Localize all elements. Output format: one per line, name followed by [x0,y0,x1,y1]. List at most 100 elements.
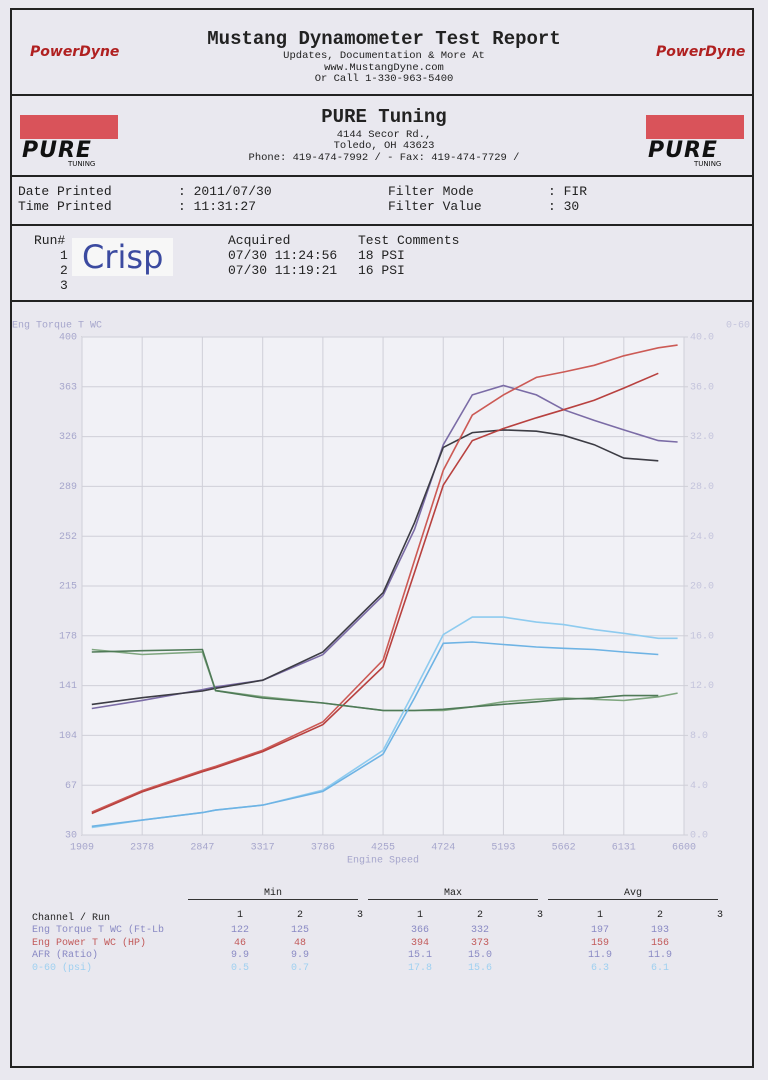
group-header: Min [263,888,282,899]
divider [10,175,754,177]
page-frame [10,8,754,1068]
channel-label: Eng Power T WC (HP) [32,937,147,949]
logo-block [20,115,118,139]
logo-sub: TUNING [68,160,96,168]
y2-tick-label: 0.0 [690,831,708,842]
channel-label: Eng Torque T WC (Ft-Lb [32,925,165,936]
run-header: Run# [34,233,66,248]
group-rule [548,899,718,900]
shop-line: Toledo, OH 43623 [333,140,435,152]
run-acquired: 07/30 11:24:56 [228,248,338,263]
run-number: 1 [236,910,243,921]
summary-value: 11.9 [587,950,612,961]
y2-tick-label: 28.0 [690,482,714,493]
run-number: 2 [60,263,68,278]
summary-value: 48 [293,937,306,949]
summary-value: 122 [230,925,249,936]
x-tick-label: 5662 [552,843,576,854]
y2-tick-label: 40.0 [690,333,714,344]
group-header: Max [443,888,462,899]
y2-tick-label: 4.0 [690,781,708,792]
logo: PURE [648,138,718,163]
group-rule [188,899,358,900]
summary-value: 15.1 [407,950,432,961]
series-line [91,384,678,710]
info-value: : 30 [548,199,580,214]
info-value: : 11:31:27 [178,199,257,214]
x-tick-label: 3317 [251,843,275,854]
group-rule [368,899,538,900]
run-number: 3 [356,910,363,921]
channel-label: 0-60 (psi) [32,962,93,974]
header-line: www.MustangDyne.com [324,62,444,74]
summary-value: 9.9 [290,950,309,961]
y-tick-label: 252 [59,532,77,543]
y-tick-label: 30 [65,831,77,842]
divider [10,300,754,302]
summary-value: 156 [650,937,669,949]
group-header: Avg [623,888,642,899]
summary-value: 46 [233,937,246,949]
summary-value: 197 [590,925,609,936]
info-label: Filter Value [388,199,482,214]
y-tick-label: 67 [65,781,77,792]
x-tick-label: 4724 [431,843,455,854]
summary-value: 15.0 [467,950,492,961]
channel-header: Channel / Run [32,913,111,924]
summary-value: 9.9 [230,950,249,961]
x-tick-label: 1909 [70,843,94,854]
y-tick-label: 104 [59,731,77,742]
logo: PowerDyne [30,44,120,60]
summary-value: 193 [650,925,669,936]
y-tick-label: 141 [59,681,77,692]
summary-value: 17.8 [407,962,432,974]
y-tick-label: 326 [59,432,77,443]
y-tick-label: 178 [59,631,77,642]
shop-line: 4144 Secor Rd., [336,129,432,141]
info-value: : FIR [548,184,588,199]
x-tick-label: 5193 [491,843,515,854]
series-line [91,344,678,813]
run-number: 3 [60,278,68,293]
series-line [91,372,659,815]
logo-sub: TUNING [694,160,722,168]
run-comment: 16 PSI [358,263,405,278]
y-tick-label: 363 [59,382,77,393]
summary-value: 11.9 [647,950,672,961]
shop-name: PURE Tuning [321,106,447,128]
x-tick-label: 6131 [612,843,636,854]
series-line [91,429,659,706]
run-number: 1 [416,910,423,921]
x-tick-label: 4255 [371,843,395,854]
summary-value: 373 [470,937,489,949]
info-value: : 2011/07/30 [178,184,272,199]
y-tick-label: 400 [59,333,77,344]
run-comment: 18 PSI [358,248,405,263]
y-tick-label: 215 [59,582,77,593]
y2-tick-label: 24.0 [690,532,714,543]
run-header: Test Comments [358,233,460,248]
x-axis-label: Engine Speed [347,855,419,867]
summary-value: 366 [410,925,429,936]
y2-tick-label: 16.0 [690,631,714,642]
run-number: 2 [296,910,303,921]
divider [10,94,754,96]
y-tick-label: 289 [59,482,77,493]
y2-tick-label: 20.0 [690,582,714,593]
y2-tick-label: 12.0 [690,681,714,692]
info-label: Time Printed [18,199,112,214]
info-label: Filter Mode [388,184,474,199]
x-tick-label: 2378 [130,843,154,854]
summary-value: 125 [290,925,309,936]
info-label: Date Printed [18,184,112,199]
run-acquired: 07/30 11:19:21 [228,263,338,278]
y2-tick-label: 36.0 [690,382,714,393]
run-number: 2 [476,910,483,921]
summary-value: 0.7 [290,962,309,974]
header-line: Updates, Documentation & More At [283,50,485,62]
run-number: 3 [536,910,543,921]
logo-block [646,115,744,139]
summary-value: 6.1 [650,962,669,974]
